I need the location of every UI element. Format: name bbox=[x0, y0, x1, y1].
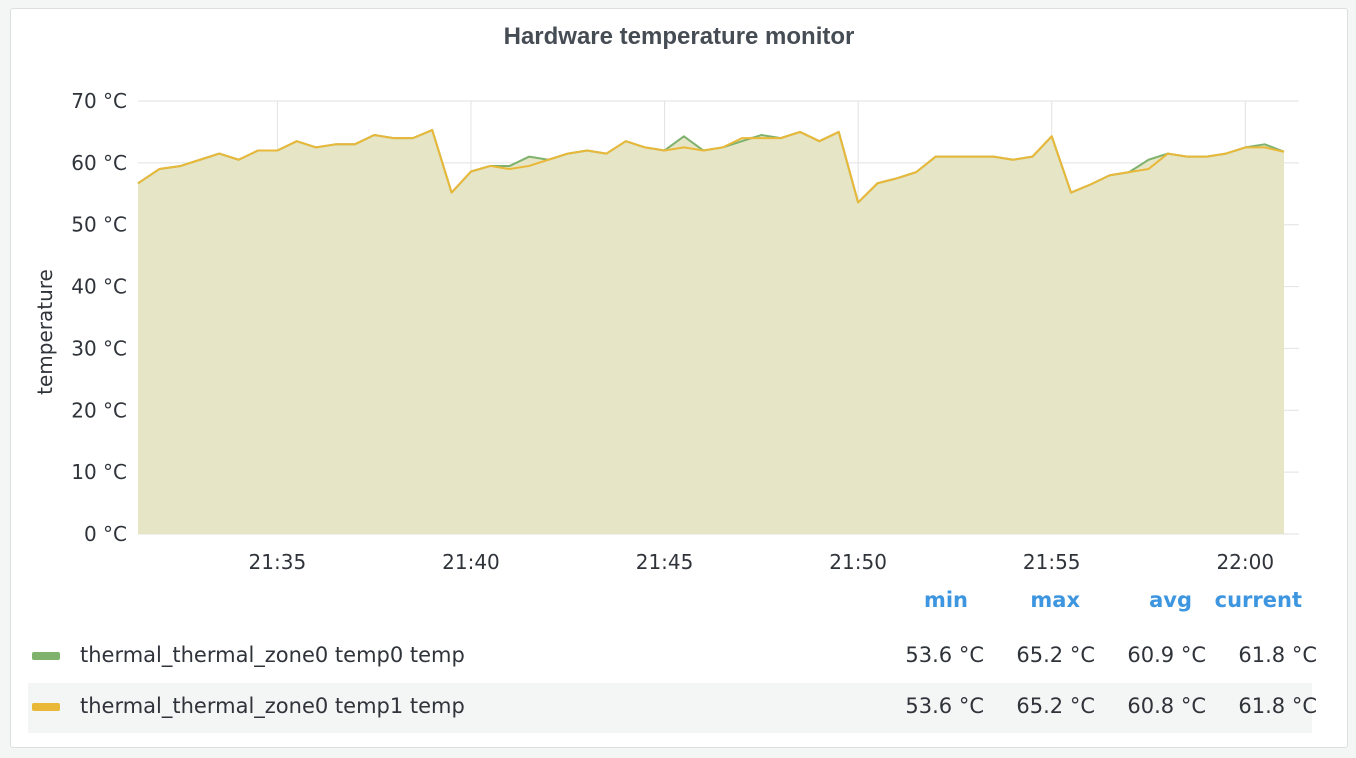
legend-row-temp1[interactable]: thermal_thermal_zone0 temp1 temp 53.6 °C… bbox=[28, 683, 1317, 733]
y-tick-label: 20 °C bbox=[71, 398, 127, 422]
series-name[interactable]: thermal_thermal_zone0 temp1 temp bbox=[80, 694, 465, 718]
y-tick-label: 10 °C bbox=[71, 460, 127, 484]
y-tick-label: 60 °C bbox=[71, 151, 127, 175]
series-lines bbox=[137, 129, 1285, 204]
panel-title[interactable]: Hardware temperature monitor bbox=[503, 23, 855, 50]
legend-row-temp0[interactable]: thermal_thermal_zone0 temp0 temp 53.6 °C… bbox=[28, 632, 1317, 682]
area-fill bbox=[138, 130, 1284, 534]
y-tick-label: 50 °C bbox=[71, 213, 127, 237]
x-tick-label: 21:50 bbox=[829, 550, 887, 574]
legend-header-avg[interactable]: avg bbox=[1149, 588, 1192, 612]
legend-value-current: 61.8 °C bbox=[1238, 694, 1317, 718]
x-tick-label: 21:45 bbox=[636, 550, 694, 574]
area-fill-path bbox=[138, 130, 1284, 534]
y-axis-label: temperature bbox=[33, 269, 57, 395]
legend-header-current[interactable]: current bbox=[1214, 588, 1302, 612]
legend-value-max: 65.2 °C bbox=[1016, 643, 1095, 667]
temperature-chart: 0 °C10 °C20 °C30 °C40 °C50 °C60 °C70 °C … bbox=[33, 89, 1299, 574]
x-tick-label: 21:55 bbox=[1023, 550, 1081, 574]
legend-header-max[interactable]: max bbox=[1030, 588, 1080, 612]
x-axis-ticks: 21:35 21:40 21:45 21:50 21:55 22:00 bbox=[249, 550, 1275, 574]
legend-value-min: 53.6 °C bbox=[905, 694, 984, 718]
y-tick-label: 70 °C bbox=[71, 89, 127, 113]
legend-value-min: 53.6 °C bbox=[905, 643, 984, 667]
x-tick-label: 22:00 bbox=[1216, 550, 1274, 574]
series-name[interactable]: thermal_thermal_zone0 temp0 temp bbox=[80, 643, 465, 667]
series-line-temp1[interactable] bbox=[137, 129, 1285, 204]
legend-value-avg: 60.8 °C bbox=[1127, 694, 1206, 718]
legend-header-min[interactable]: min bbox=[923, 588, 968, 612]
x-tick-label: 21:40 bbox=[442, 550, 500, 574]
legend-value-current: 61.8 °C bbox=[1238, 643, 1317, 667]
y-axis-ticks: 0 °C 10 °C 20 °C 30 °C 40 °C 50 °C 60 °C 70 °C bbox=[71, 89, 127, 546]
series-color-swatch[interactable] bbox=[32, 703, 60, 711]
x-tick-label: 21:35 bbox=[249, 550, 307, 574]
y-tick-label: 30 °C bbox=[71, 336, 127, 360]
y-tick-label: 40 °C bbox=[71, 275, 127, 299]
y-tick-label: 0 °C bbox=[84, 522, 127, 546]
series-color-swatch[interactable] bbox=[32, 652, 60, 660]
legend-value-max: 65.2 °C bbox=[1016, 694, 1095, 718]
legend-value-avg: 60.9 °C bbox=[1127, 643, 1206, 667]
